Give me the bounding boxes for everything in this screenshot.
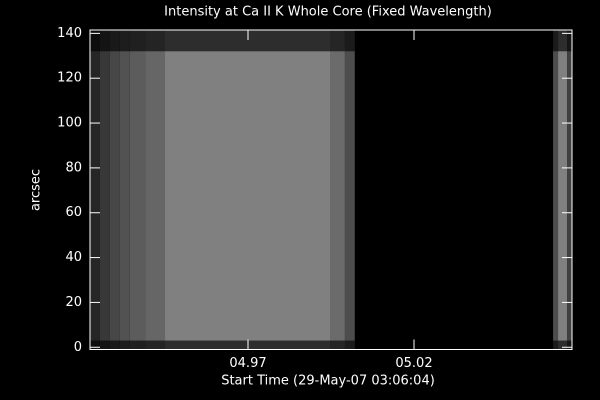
y-tick-label: 140 [57, 26, 82, 41]
y-tick-label: 100 [57, 116, 82, 131]
y-tick-label: 0 [74, 340, 82, 355]
image-column [558, 51, 568, 341]
image-column [109, 51, 120, 341]
y-tick-label: 80 [65, 160, 82, 175]
x-tick-label: 05.02 [395, 356, 432, 371]
x-axis-label: Start Time (29-May-07 03:06:04) [221, 374, 435, 389]
image-column [90, 51, 100, 341]
x-tick-label: 04.97 [229, 356, 266, 371]
image-column [119, 51, 130, 341]
image-column [145, 51, 166, 341]
image-column [354, 51, 554, 341]
image-column [165, 51, 331, 341]
image-layer [90, 30, 572, 350]
image-column [129, 51, 146, 341]
y-axis-label: arcsec [29, 169, 44, 211]
plot-frame [89, 29, 573, 350]
image-column [567, 51, 572, 341]
y-tick-label: 40 [65, 250, 82, 265]
chart-title: Intensity at Ca II K Whole Core (Fixed W… [164, 5, 492, 20]
y-tick-label: 60 [65, 205, 82, 220]
image-column [344, 51, 355, 341]
y-tick-label: 120 [57, 71, 82, 86]
y-tick-label: 20 [65, 295, 82, 310]
image-column [99, 51, 110, 341]
image-column [553, 51, 559, 341]
image-column [330, 51, 345, 341]
